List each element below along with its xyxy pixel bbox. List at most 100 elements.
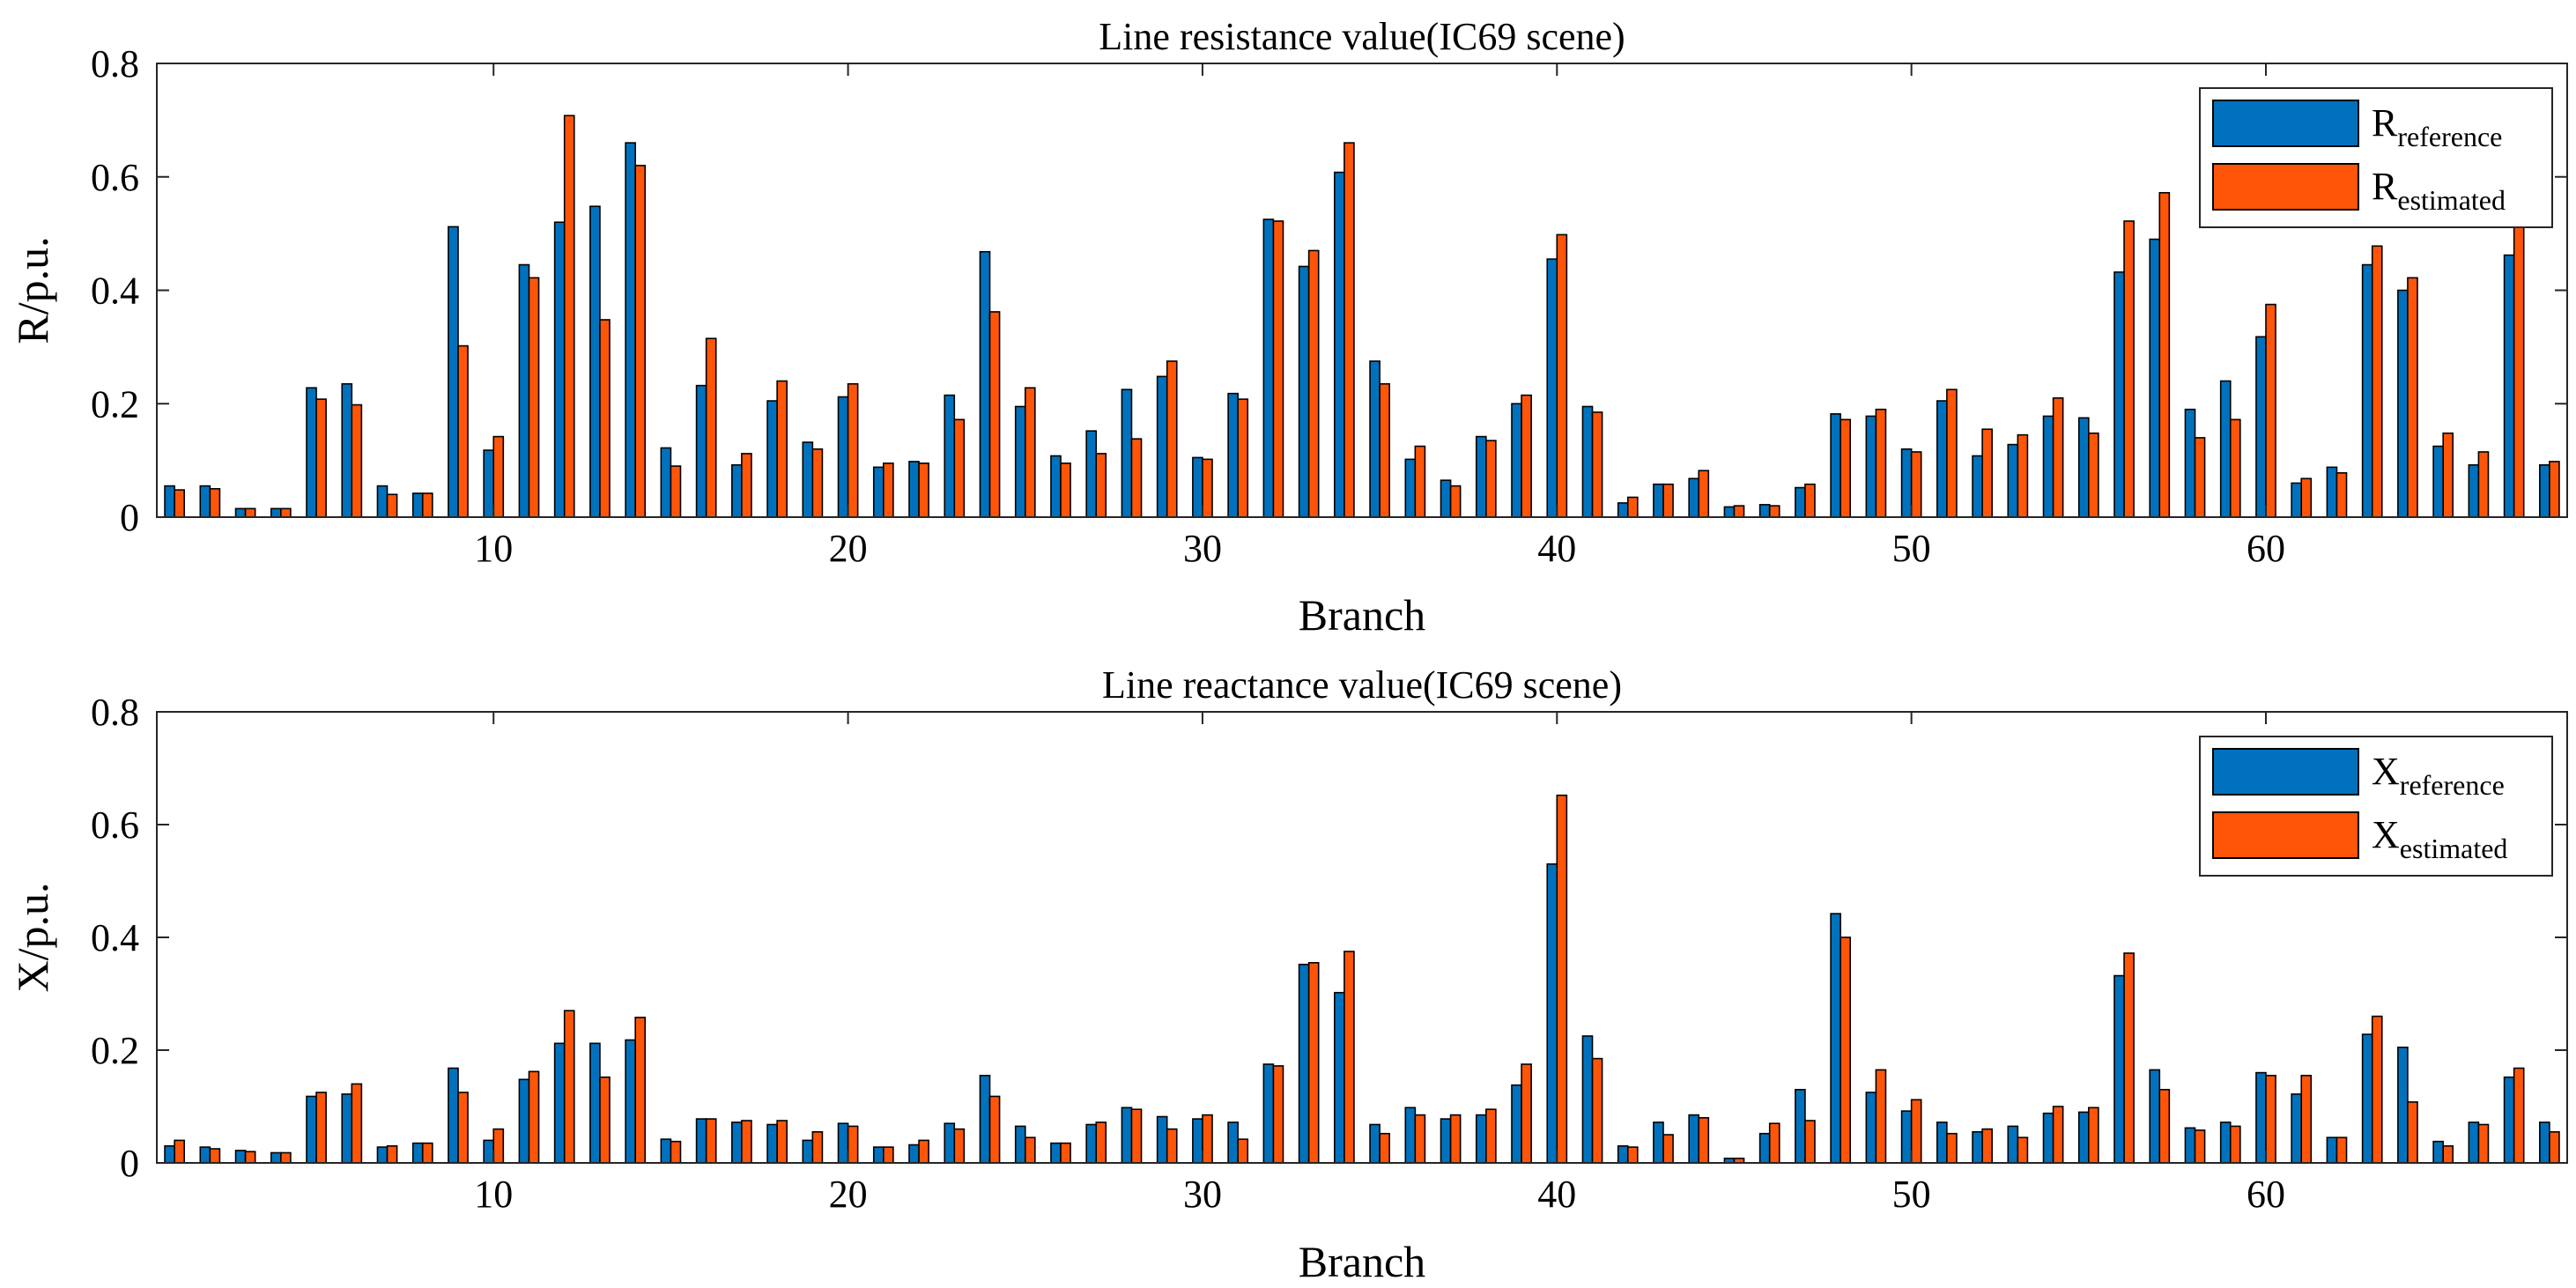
bar-X_reference-branch-1 [164,1145,175,1164]
bar-X_reference-branch-59 [2219,1121,2232,1164]
bar-R_estimated-branch-6 [351,403,363,518]
bar-X_estimated-branch-34 [1344,951,1355,1164]
bar-R_estimated-branch-60 [2265,303,2276,518]
bar-R_reference-branch-67 [2503,254,2515,518]
bar-R_estimated-branch-46 [1768,505,1780,518]
y-axis-label: R/p.u. [8,236,57,344]
legend-entry-R_estimated: Restimated [2372,165,2506,216]
bar-R_estimated-branch-65 [2442,432,2454,518]
bar-R_estimated-branch-55 [2088,432,2099,518]
bar-X_estimated-branch-41 [1591,1057,1603,1164]
bar-X_estimated-branch-21 [883,1146,894,1164]
bar-X_estimated-branch-9 [457,1092,469,1164]
bar-R_reference-branch-64 [2397,289,2409,518]
bar-X_estimated-branch-42 [1626,1146,1639,1164]
bar-X_reference-branch-5 [306,1095,317,1164]
bar-R_estimated-branch-19 [811,448,824,518]
bar-R_estimated-branch-39 [1521,394,1532,518]
bar-R_estimated-branch-54 [2052,397,2064,518]
bar-R_estimated-branch-22 [918,463,929,518]
bar-R_reference-branch-51 [1936,400,1948,518]
bar-R_estimated-branch-42 [1626,496,1639,518]
y-tick-label: 0 [120,1142,139,1185]
bar-X_estimated-branch-8 [421,1142,433,1164]
bar-X_estimated-branch-22 [918,1139,929,1164]
bar-X_reference-branch-12 [553,1042,566,1164]
bar-R_estimated-branch-66 [2477,451,2490,518]
bar-X_estimated-branch-55 [2088,1107,2099,1164]
bar-X_estimated-branch-60 [2265,1075,2276,1164]
bar-X_estimated-branch-3 [244,1151,256,1164]
bar-X_reference-branch-54 [2042,1112,2054,1164]
bar-X_reference-branch-58 [2184,1127,2196,1164]
bar-X_estimated-branch-7 [386,1145,398,1164]
bar-R_reference-branch-4 [270,507,282,518]
bar-R_reference-branch-33 [1298,265,1310,518]
bar-R_estimated-branch-38 [1485,440,1497,518]
bar-R_reference-branch-14 [625,142,636,518]
chart-panel-1: 0 0.2 0.4 0.6 0.8 10 20 30 40 50 60 Line resistance… [8,15,2568,640]
bar-R_reference-branch-29 [1156,375,1168,518]
bar-X_reference-branch-6 [341,1093,353,1164]
bar-X_estimated-branch-37 [1449,1114,1462,1164]
bar-R_reference-branch-57 [2149,238,2161,518]
bar-R_estimated-branch-12 [563,115,575,518]
bar-X_reference-branch-3 [234,1150,247,1164]
bar-R_reference-branch-46 [1758,504,1771,518]
bar-X_estimated-branch-36 [1414,1114,1426,1164]
bar-R_estimated-branch-15 [670,465,682,518]
bar-X_reference-branch-39 [1511,1084,1522,1164]
bar-R_estimated-branch-25 [1024,387,1036,518]
bar-R_estimated-branch-48 [1839,418,1852,518]
bar-R_reference-branch-40 [1546,258,1558,518]
bar-X_reference-branch-64 [2397,1047,2409,1164]
bar-R_reference-branch-62 [2326,466,2338,518]
bar-R_estimated-branch-29 [1166,360,1178,518]
bar-X_reference-branch-63 [2361,1033,2373,1164]
bar-X_estimated-branch-12 [563,1010,575,1164]
bar-X_reference-branch-42 [1617,1145,1629,1164]
bar-R_estimated-branch-53 [2017,433,2029,518]
bar-X_estimated-branch-53 [2017,1136,2029,1164]
bar-R_reference-branch-48 [1830,413,1841,518]
bar-R_reference-branch-39 [1511,403,1522,518]
bar-R_reference-branch-61 [2291,482,2303,518]
bar-X_estimated-branch-13 [599,1076,611,1164]
bar-R_estimated-branch-1 [174,489,185,518]
legend-swatch-X_estimated [2212,811,2359,859]
legend: Rreference Restimated [2199,87,2553,228]
bar-R_estimated-branch-57 [2158,191,2171,518]
bar-X_estimated-branch-63 [2371,1015,2383,1164]
bar-X_reference-branch-65 [2432,1140,2444,1164]
bar-X_reference-branch-23 [944,1122,956,1164]
bar-R_estimated-branch-4 [280,507,292,518]
bar-R_reference-branch-15 [660,447,672,518]
bar-R_estimated-branch-64 [2407,277,2418,518]
bar-X_estimated-branch-16 [705,1118,717,1164]
x-tick-label: 50 [1892,527,1931,570]
bar-X_reference-branch-40 [1546,862,1558,1164]
bar-R_reference-branch-17 [731,463,743,518]
chart-title: Line resistance value(IC69 scene) [1099,15,1625,58]
bar-X_estimated-branch-32 [1272,1065,1284,1164]
bar-X_reference-branch-36 [1404,1107,1417,1164]
bar-X_reference-branch-11 [518,1078,530,1164]
bar-X_reference-branch-41 [1581,1035,1594,1164]
bar-X_reference-branch-38 [1475,1114,1487,1164]
bar-X_reference-branch-4 [270,1151,282,1164]
chart-title: Line reactance value(IC69 scene) [1102,663,1622,707]
bar-X_estimated-branch-28 [1130,1108,1143,1164]
bar-R_estimated-branch-52 [1981,428,1993,518]
bar-X_estimated-branch-46 [1768,1122,1780,1164]
x-tick-label: 40 [1537,527,1576,570]
bar-R_reference-branch-45 [1723,506,1736,518]
bar-X_reference-branch-28 [1121,1107,1133,1164]
bar-X_estimated-branch-43 [1662,1134,1674,1164]
bar-X_reference-branch-48 [1830,913,1841,1164]
bar-X_reference-branch-31 [1227,1121,1239,1164]
bar-X_estimated-branch-44 [1698,1117,1710,1164]
bar-X_estimated-branch-66 [2477,1123,2490,1164]
bar-X_reference-branch-57 [2149,1069,2161,1164]
y-tick-label: 0.4 [91,916,139,959]
bar-R_reference-branch-58 [2184,408,2196,518]
